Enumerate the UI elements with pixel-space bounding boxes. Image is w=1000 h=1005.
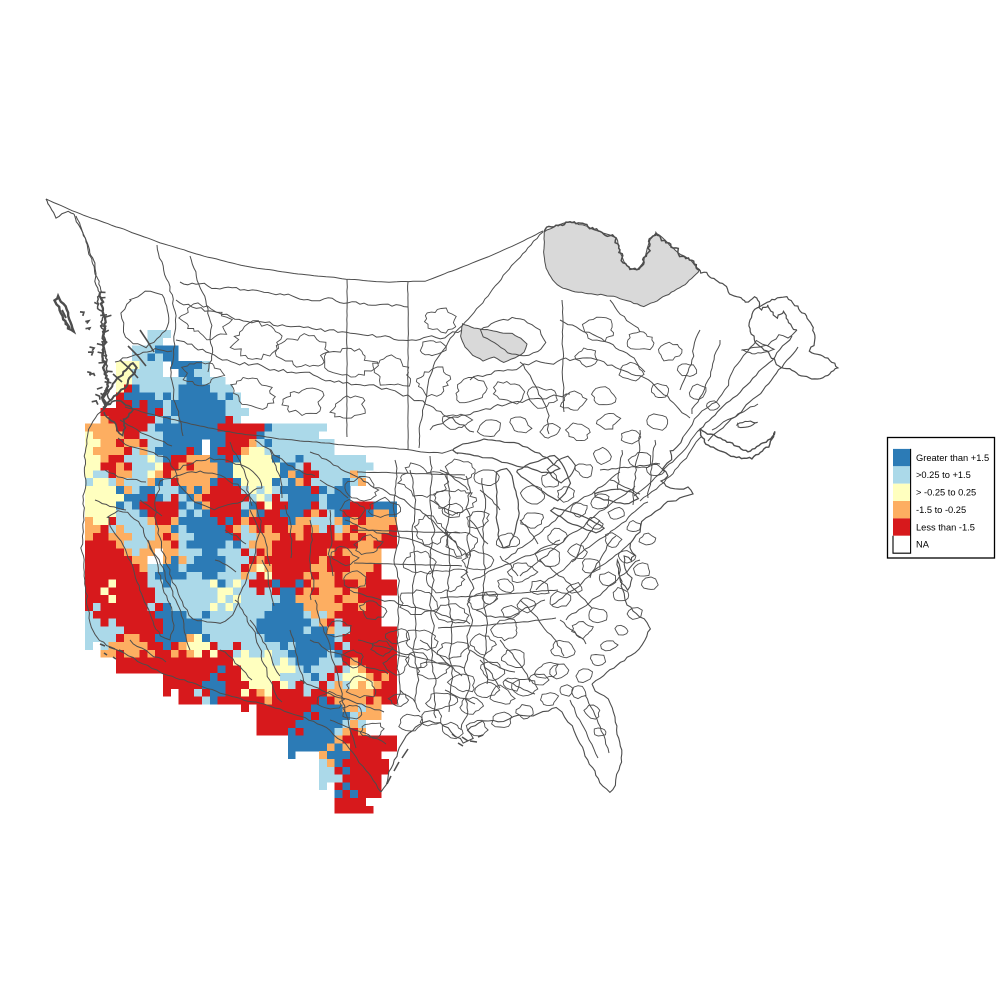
svg-text:-1.5 to -0.25: -1.5 to -0.25: [916, 505, 966, 515]
svg-text:Greater than +1.5: Greater than +1.5: [916, 453, 989, 463]
svg-text:NA: NA: [916, 540, 930, 550]
svg-text:>0.25 to +1.5: >0.25 to +1.5: [916, 470, 971, 480]
svg-text:Less than -1.5: Less than -1.5: [916, 522, 975, 532]
svg-text:> -0.25 to 0.25: > -0.25 to 0.25: [916, 488, 976, 498]
